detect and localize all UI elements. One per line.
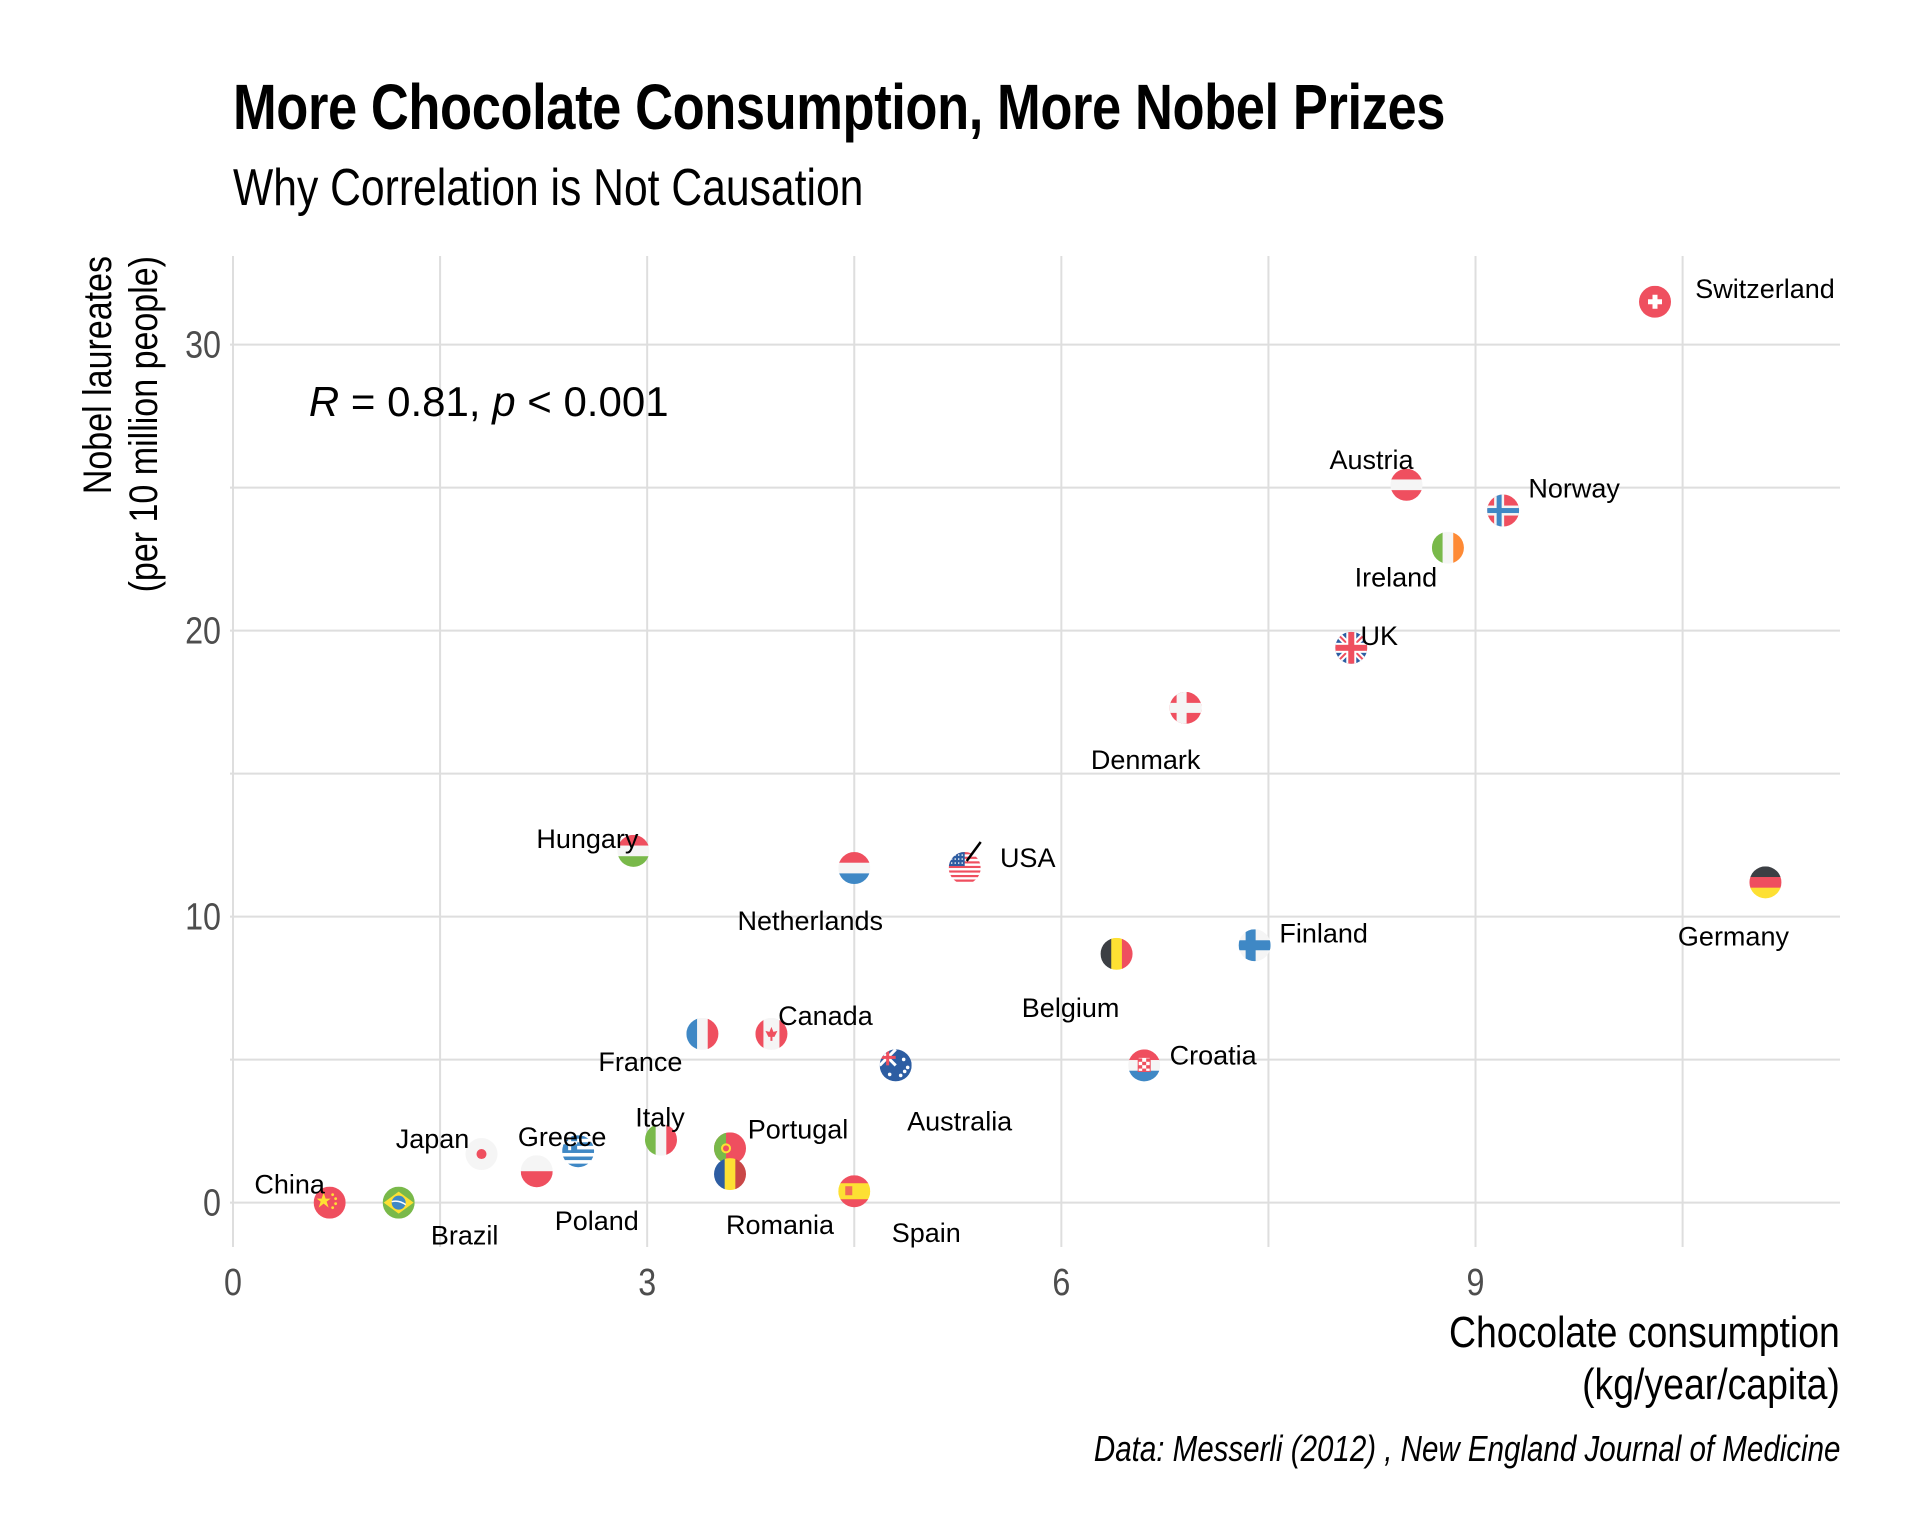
label-leader-line — [965, 841, 982, 862]
data-point-hungary — [617, 834, 650, 867]
point-label-china: China — [254, 1170, 326, 1200]
point-label-netherlands: Netherlands — [737, 906, 883, 936]
correlation-annotation: R = 0.81, p < 0.001 — [309, 378, 669, 425]
chart-title: More Chocolate Consumption, More Nobel P… — [233, 71, 1446, 143]
point-label-portugal: Portugal — [748, 1114, 849, 1144]
y-tick-label: 30 — [185, 324, 221, 366]
x-tick-label: 9 — [1467, 1262, 1485, 1304]
data-point-usa — [948, 852, 981, 885]
point-label-switzerland: Switzerland — [1695, 274, 1835, 304]
point-labels: Switzerland Austria Norway Ireland UK Denmark… — [254, 274, 1834, 1251]
axis-ticks: 0 3 6 9 0 10 20 30 — [185, 324, 1484, 1303]
data-point-canada — [755, 1017, 788, 1050]
data-point-austria — [1390, 468, 1423, 501]
data-point-greece — [562, 1135, 595, 1168]
point-label-austria: Austria — [1329, 445, 1414, 475]
point-label-denmark: Denmark — [1091, 745, 1201, 775]
data-point-croatia — [1128, 1049, 1161, 1082]
data-point-australia — [879, 1049, 912, 1082]
data-point-china — [313, 1186, 346, 1219]
point-label-finland: Finland — [1279, 918, 1368, 948]
data-point-brazil — [382, 1186, 415, 1219]
data-point-denmark — [1169, 691, 1202, 724]
correlation-text: R = 0.81, p < 0.001 — [309, 378, 669, 425]
x-axis-title-line-2: (kg/year/capita) — [1582, 1360, 1840, 1409]
data-point-ireland — [1431, 531, 1464, 564]
x-axis-title: Chocolate consumption (kg/year/capita) — [1380, 1307, 1840, 1411]
point-label-germany: Germany — [1678, 921, 1790, 951]
chart-caption: Data: Messerli (2012) , New England Jour… — [1093, 1428, 1840, 1469]
x-axis-title-line-1: Chocolate consumption — [1449, 1308, 1840, 1357]
data-point-japan — [465, 1138, 498, 1171]
data-point-belgium — [1100, 937, 1133, 970]
chart-subtitle: Why Correlation is Not Causation — [233, 159, 864, 217]
point-label-brazil: Brazil — [431, 1221, 499, 1251]
point-label-greece: Greece — [518, 1122, 607, 1152]
data-point-norway — [1487, 494, 1520, 527]
point-label-norway: Norway — [1528, 474, 1620, 504]
point-label-france: France — [598, 1047, 682, 1077]
data-point-switzerland — [1639, 285, 1672, 318]
point-label-italy: Italy — [635, 1103, 685, 1133]
grid-lines — [230, 256, 1840, 1247]
point-label-japan: Japan — [396, 1124, 470, 1154]
data-point-portugal — [714, 1132, 747, 1165]
point-label-poland: Poland — [555, 1206, 639, 1236]
data-point-spain — [838, 1175, 871, 1208]
y-tick-label: 0 — [203, 1182, 221, 1224]
x-tick-label: 6 — [1052, 1262, 1070, 1304]
data-point-finland — [1238, 929, 1271, 962]
x-tick-label: 3 — [638, 1262, 656, 1304]
data-point-poland — [520, 1155, 553, 1188]
data-point-uk — [1335, 631, 1368, 664]
data-point-romania — [714, 1158, 747, 1191]
point-label-australia: Australia — [907, 1106, 1013, 1136]
data-points — [313, 285, 1782, 1219]
point-label-uk: UK — [1361, 621, 1399, 651]
data-point-germany — [1749, 866, 1782, 899]
point-label-spain: Spain — [892, 1218, 961, 1248]
data-point-netherlands — [838, 852, 871, 885]
point-label-romania: Romania — [726, 1210, 835, 1240]
x-tick-label: 0 — [224, 1262, 242, 1304]
point-label-ireland: Ireland — [1355, 563, 1438, 593]
point-label-canada: Canada — [778, 1001, 874, 1031]
data-point-france — [686, 1017, 719, 1050]
point-label-hungary: Hungary — [536, 824, 639, 854]
point-label-croatia: Croatia — [1170, 1040, 1258, 1070]
data-point-italy — [644, 1123, 677, 1156]
point-label-usa: USA — [1000, 843, 1056, 873]
y-tick-label: 10 — [185, 896, 221, 938]
point-label-belgium: Belgium — [1022, 993, 1120, 1023]
y-tick-label: 20 — [185, 610, 221, 652]
